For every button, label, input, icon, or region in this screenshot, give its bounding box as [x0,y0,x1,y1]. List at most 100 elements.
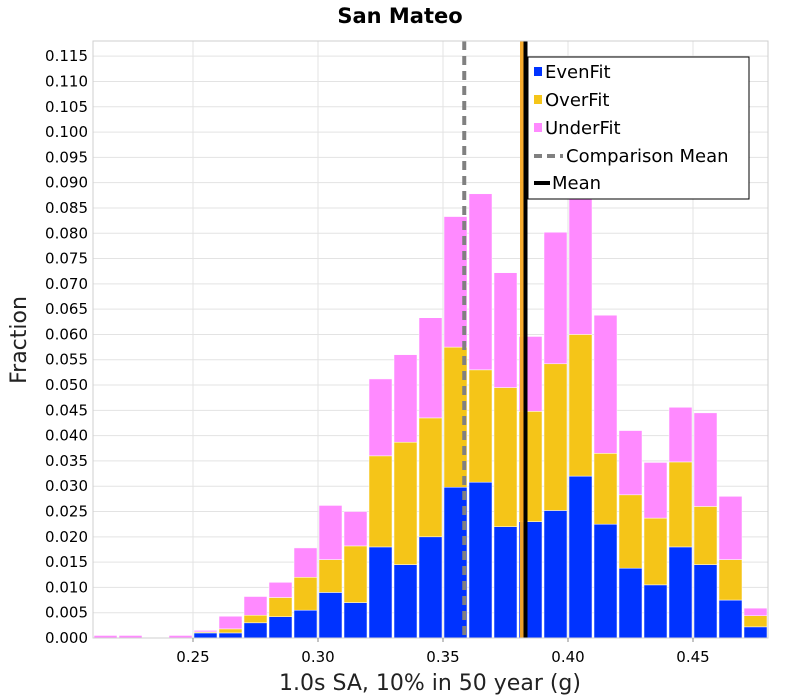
bar-overfit [668,461,693,548]
bar-underfit [618,430,643,496]
y-tick-label: 0.105 [45,98,88,116]
bar-underfit [193,630,218,633]
legend-swatch-overfit [534,95,542,104]
bar-overfit [543,363,568,511]
legend-box [527,56,750,200]
x-tick-label: 0.45 [676,648,709,666]
bar-evenfit [468,481,493,639]
bar-overfit [218,628,243,634]
bar-overfit [493,387,518,527]
bar-overfit [368,455,393,548]
bar-evenfit [593,523,618,639]
bar-underfit [643,462,668,519]
legend-label-evenfit: EvenFit [545,62,611,83]
legend-swatch-evenfit [534,67,542,76]
y-tick-label: 0.010 [45,578,88,596]
y-tick-label: 0.115 [45,47,88,65]
y-tick-label: 0.085 [45,199,88,217]
bar-evenfit [293,609,318,639]
x-axis-ticks: 0.25 0.30 0.35 0.40 0.45 [176,638,710,666]
bar-underfit [668,407,693,463]
y-tick-label: 0.075 [45,250,88,268]
y-tick-label: 0.030 [45,477,88,495]
y-tick-label: 0.040 [45,427,88,445]
bar-underfit [493,272,518,388]
y-tick-label: 0.050 [45,376,88,394]
y-tick-label: 0.110 [45,72,88,90]
y-tick-label: 0.090 [45,174,88,192]
bar-underfit [318,505,343,560]
y-tick-label: 0.095 [45,148,88,166]
bar-evenfit [418,536,443,639]
bar-overfit [343,545,368,603]
legend-label-underfit: UnderFit [545,118,621,139]
bar-underfit [743,607,768,616]
bar-underfit [543,231,568,365]
bar-evenfit [393,564,418,639]
bar-overfit [568,334,593,477]
y-tick-label: 0.080 [45,224,88,242]
y-tick-label: 0.100 [45,123,88,141]
bar-evenfit [193,632,218,639]
bar-underfit [568,182,593,335]
y-tick-label: 0.025 [45,503,88,521]
legend-swatch-underfit [534,123,542,132]
bar-evenfit [218,632,243,639]
bar-overfit [618,494,643,569]
bar-underfit [693,412,718,507]
bar-overfit [718,559,743,601]
bar-overfit [468,369,493,483]
x-tick-label: 0.30 [301,648,334,666]
bar-evenfit [718,599,743,639]
y-tick-label: 0.020 [45,528,88,546]
y-tick-label: 0.070 [45,275,88,293]
bar-evenfit [368,546,393,639]
x-tick-label: 0.40 [551,648,584,666]
y-tick-label: 0.055 [45,351,88,369]
bar-underfit [218,615,243,630]
bar-evenfit [493,526,518,639]
bar-overfit [268,597,293,618]
y-tick-label: 0.000 [45,629,88,647]
bar-underfit [343,511,368,547]
bar-underfit [268,582,293,598]
bar-evenfit [568,475,593,639]
bar-evenfit [668,546,693,639]
x-tick-label: 0.35 [426,648,459,666]
bar-evenfit [543,510,568,639]
bar-evenfit [618,567,643,639]
y-axis-label: Fraction [7,296,32,384]
bar-overfit [393,441,418,565]
legend-label-mean: Mean [552,173,601,194]
y-axis-ticks: 0.000 0.005 0.010 0.015 0.020 0.025 0.030 0.035… [45,47,88,647]
bar-underfit [243,596,268,616]
y-tick-label: 0.045 [45,401,88,419]
bar-underfit [468,193,493,371]
bar-overfit [593,453,618,525]
bar-evenfit [243,622,268,639]
bar-overfit [418,417,443,538]
bar-underfit [443,216,468,348]
plot-border [92,40,769,639]
legend: EvenFit OverFit UnderFit Comparison Mean… [527,56,750,200]
bar-underfit [368,378,393,457]
bar-evenfit [318,592,343,639]
bar-overfit [318,559,343,593]
x-tick-label: 0.25 [176,648,209,666]
bar-underfit [593,314,618,454]
bar-overfit [693,506,718,565]
y-tick-label: 0.005 [45,604,88,622]
bar-evenfit [643,584,668,639]
bar-evenfit [343,602,368,639]
y-tick-label: 0.060 [45,325,88,343]
bar-evenfit [743,626,768,639]
x-axis-label: 1.0s SA, 10% in 50 year (g) [279,671,581,696]
legend-label-overfit: OverFit [545,90,609,111]
bar-overfit [293,577,318,611]
legend-label-comparison-mean: Comparison Mean [566,146,729,167]
bar-evenfit [268,616,293,639]
y-tick-label: 0.015 [45,553,88,571]
bar-overfit [243,614,268,624]
bar-overfit [643,517,668,586]
